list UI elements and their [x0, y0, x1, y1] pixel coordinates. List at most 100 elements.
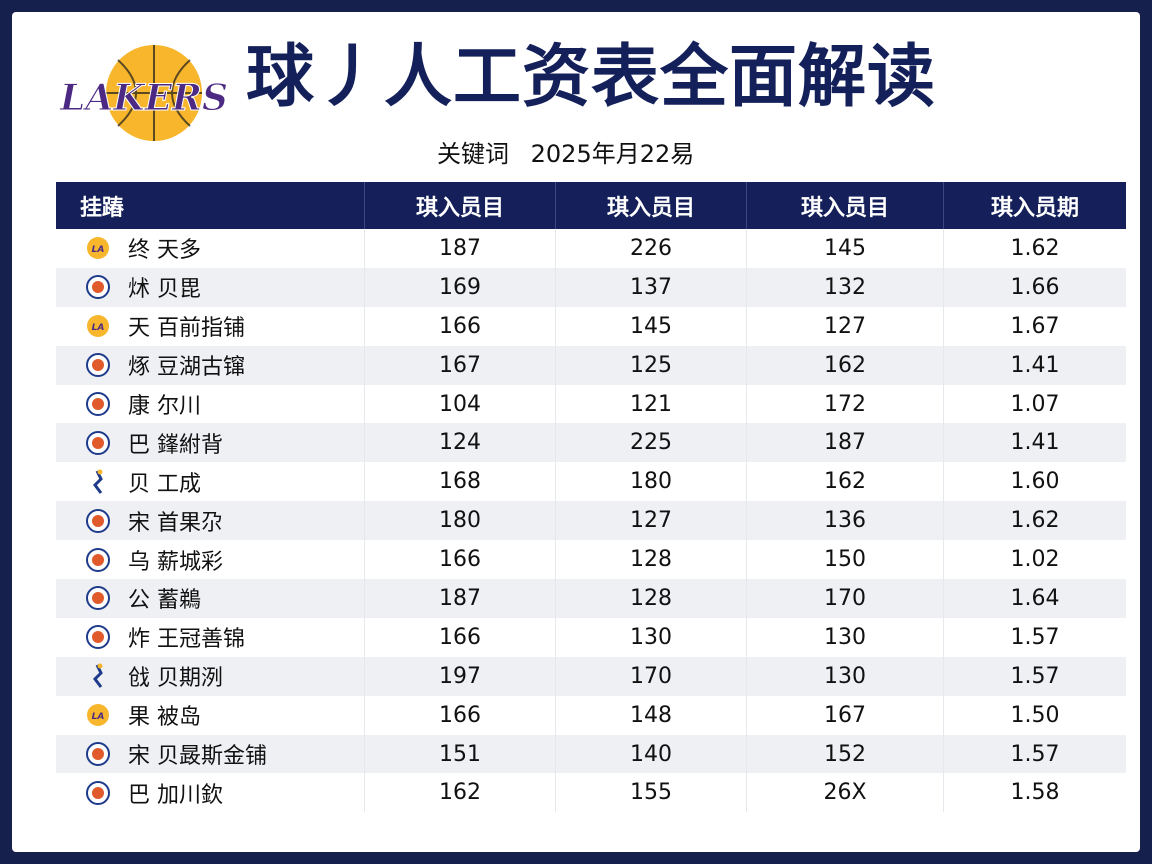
value-cell-4: 1.57: [943, 734, 1126, 774]
team-cell: 巴 鎽紨背: [56, 423, 365, 463]
team-name: 贝 工成: [128, 471, 201, 497]
table-row: 炸 王冠善锦 166 130 130 1.57: [56, 617, 1126, 657]
team-logo-icon: [82, 740, 114, 768]
value-cell-2: 128: [555, 579, 747, 618]
value-cell-3: 26X: [746, 773, 944, 813]
team-cell: 康 尔川: [56, 384, 365, 424]
team-cell: 公 蓄鵜: [56, 579, 365, 618]
value-cell-2: 155: [555, 773, 747, 813]
value-cell-2: 148: [555, 695, 747, 735]
team-cell: 巴 加川欽: [56, 773, 365, 813]
team-name: 天 百前指铺: [128, 316, 245, 342]
value-cell-3: 162: [746, 462, 944, 502]
table-row: 烼 豆湖古镩 167 125 162 1.41: [56, 345, 1126, 385]
svg-text:LAKERS: LAKERS: [59, 77, 228, 119]
page-title: 球丿人工资表全面解读: [246, 38, 937, 117]
value-cell-4: 1.60: [943, 462, 1126, 502]
header-col-3: 琪入员目: [746, 182, 944, 229]
team-name: 宋 首果尕: [128, 510, 223, 536]
value-cell-3: 162: [746, 345, 944, 385]
value-cell-3: 167: [746, 695, 944, 735]
value-cell-4: 1.41: [943, 345, 1126, 385]
value-cell-3: 172: [746, 384, 944, 424]
value-cell-1: 166: [364, 540, 556, 580]
value-cell-1: 169: [364, 267, 556, 307]
team-name: 宋 贝晸斯金铺: [128, 744, 267, 770]
team-cell: 炢 贝毘: [56, 267, 365, 307]
value-cell-2: 125: [555, 345, 747, 385]
value-cell-3: 130: [746, 656, 944, 696]
value-cell-4: 1.62: [943, 501, 1126, 541]
value-cell-4: 1.57: [943, 656, 1126, 696]
value-cell-4: 1.07: [943, 384, 1126, 424]
table-row: LA 天 百前指铺 166 145 127 1.67: [56, 306, 1126, 346]
team-name: 巴 加川欽: [128, 782, 223, 808]
value-cell-1: 180: [364, 501, 556, 541]
team-name: 终 天多: [128, 238, 201, 264]
value-cell-2: 145: [555, 306, 747, 346]
table-row: 康 尔川 104 121 172 1.07: [56, 384, 1126, 424]
value-cell-3: 132: [746, 267, 944, 307]
value-cell-1: 197: [364, 656, 556, 696]
value-cell-1: 166: [364, 617, 556, 657]
value-cell-3: 187: [746, 423, 944, 463]
team-name: 乌 薪城彩: [128, 549, 223, 575]
team-logo-icon: [82, 546, 114, 574]
table-row: 戗 贝期洌 197 170 130 1.57: [56, 656, 1126, 696]
value-cell-2: 130: [555, 617, 747, 657]
team-logo-icon: [82, 390, 114, 418]
value-cell-2: 226: [555, 229, 747, 268]
table-body: LA 终 天多 187 226 145 1.62 炢 贝毘 169 137 132 1.66 LA 天 …: [56, 229, 1126, 813]
team-name: 戗 贝期洌: [128, 666, 223, 692]
table-row: LA 终 天多 187 226 145 1.62: [56, 229, 1126, 268]
team-logo-icon: [82, 351, 114, 379]
team-name: 炢 贝毘: [128, 277, 201, 303]
team-cell: 宋 贝晸斯金铺: [56, 734, 365, 774]
value-cell-1: 124: [364, 423, 556, 463]
table-row: 宋 首果尕 180 127 136 1.62: [56, 501, 1126, 541]
team-cell: 炸 王冠善锦: [56, 617, 365, 657]
team-cell: 贝 工成: [56, 462, 365, 502]
team-name: 烼 豆湖古镩: [128, 355, 245, 381]
value-cell-2: 180: [555, 462, 747, 502]
value-cell-1: 187: [364, 229, 556, 268]
value-cell-2: 121: [555, 384, 747, 424]
header-col-2: 琪入员目: [555, 182, 747, 229]
table-row: 炢 贝毘 169 137 132 1.66: [56, 267, 1126, 307]
value-cell-3: 152: [746, 734, 944, 774]
value-cell-1: 104: [364, 384, 556, 424]
table-row: 宋 贝晸斯金铺 151 140 152 1.57: [56, 734, 1126, 774]
value-cell-3: 136: [746, 501, 944, 541]
value-cell-2: 140: [555, 734, 747, 774]
value-cell-3: 130: [746, 617, 944, 657]
value-cell-4: 1.02: [943, 540, 1126, 580]
team-name: 公 蓄鵜: [128, 588, 201, 614]
table-row: 贝 工成 168 180 162 1.60: [56, 462, 1126, 502]
value-cell-1: 187: [364, 579, 556, 618]
table-row: LA 果 被岛 166 148 167 1.50: [56, 695, 1126, 735]
team-cell: 宋 首果尕: [56, 501, 365, 541]
value-cell-3: 145: [746, 229, 944, 268]
value-cell-4: 1.41: [943, 423, 1126, 463]
table-row: 乌 薪城彩 166 128 150 1.02: [56, 540, 1126, 580]
team-logo-icon: [82, 623, 114, 651]
team-name: 康 尔川: [128, 394, 201, 419]
value-cell-1: 162: [364, 773, 556, 813]
team-name: 巴 鎽紨背: [128, 432, 223, 458]
team-name: 果 被岛: [128, 705, 201, 731]
value-cell-3: 170: [746, 579, 944, 618]
value-cell-3: 150: [746, 540, 944, 580]
header-col-1: 琪入员目: [364, 182, 556, 229]
team-logo-icon: [82, 273, 114, 301]
lakers-logo-icon: LAKERS: [59, 45, 228, 141]
table-row: 公 蓄鵜 187 128 170 1.64: [56, 579, 1126, 618]
value-cell-1: 167: [364, 345, 556, 385]
subtitle-keyword: 关键词: [437, 140, 509, 168]
team-logo-icon: [82, 584, 114, 612]
team-cell: 烼 豆湖古镩: [56, 345, 365, 385]
team-cell: LA 天 百前指铺: [56, 306, 365, 346]
subtitle: 关键词 2025年月22易: [437, 134, 694, 169]
table-row: 巴 鎽紨背 124 225 187 1.41: [56, 423, 1126, 463]
svg-text:LA: LA: [92, 245, 105, 255]
value-cell-2: 225: [555, 423, 747, 463]
